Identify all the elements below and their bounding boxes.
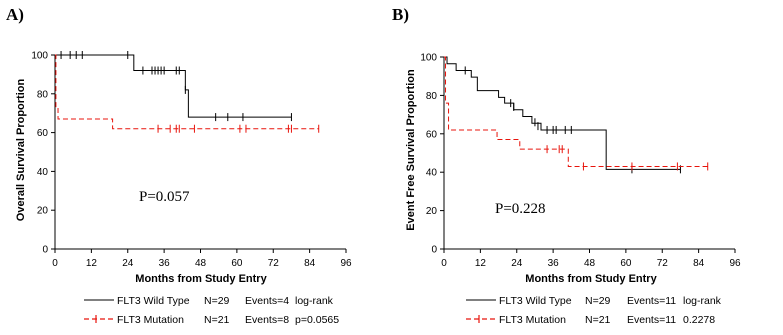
panel-a-x-tick-label: 96 [340,258,352,269]
panel-a-y-tick-label: 40 [37,167,49,178]
panel-a-legend-wild-type-events: Events=4 [245,295,289,307]
panel-b-legend-wild-type-events: Events=11 [627,295,676,307]
panel-b-legend-wild-type-n: N=29 [585,295,611,307]
panel-a-legend-mutation-n: N=21 [204,314,230,326]
panel-b-x-tick-label: 84 [693,258,705,269]
panel-b-y-tick-label: 40 [426,168,438,179]
panel-a-x-tick-label: 60 [231,258,243,269]
panel-b-series-flt3-mutation [444,56,708,167]
panel-b-legend-mutation-test: 0.2278 [683,314,715,326]
panel-b-x-tick-label: 24 [511,258,523,269]
panel-a-x-tick-label: 84 [304,258,316,269]
panel-a-x-tick-label: 0 [52,258,58,269]
panel-b: B) Event Free Survival Proportion Months… [392,5,741,326]
panel-a-series-flt3-wild-type [55,54,292,118]
panel-a-label: A) [6,5,24,24]
panel-b-y-tick-label: 60 [426,129,438,140]
panel-a-series-flt3-mutation [55,54,319,130]
panel-b-x-axis-title: Months from Study Entry [525,273,657,285]
panel-b-x-tick-label: 48 [584,258,596,269]
panel-b-legend-mutation-n: N=21 [585,314,611,326]
panel-b-y-tick-label: 20 [426,206,438,217]
panel-a-x-tick-label: 48 [195,258,207,269]
panel-a-legend-wild-type-name: FLT3 Wild Type [117,295,190,307]
panel-a-x-tick-label: 24 [122,258,134,269]
panel-a: A) Overall Survival Proportion Months fr… [6,5,352,326]
panel-a-y-tick-label: 60 [37,128,49,139]
panel-b-series-flt3-wild-type [444,56,681,170]
panel-a-legend: FLT3 Wild Type N=29 Events=4 log-rank FL… [84,295,339,326]
panel-a-y-tick-label: 80 [37,89,49,100]
panel-b-x-tick-label: 0 [441,258,447,269]
panel-a-legend-mutation-name: FLT3 Mutation [117,314,184,326]
panel-a-legend-mutation-test: p=0.0565 [295,314,339,326]
panel-b-y-tick-label: 100 [420,53,437,64]
panel-b-legend-mutation-name: FLT3 Mutation [499,314,566,326]
panel-b-y-axis-title: Event Free Survival Proportion [405,69,417,231]
panel-a-x-tick-label: 12 [86,258,98,269]
panel-a-legend-wild-type-test: log-rank [295,295,334,307]
panel-b-legend-wild-type-name: FLT3 Wild Type [499,295,572,307]
panel-a-y-axis-title: Overall Survival Proportion [15,79,27,222]
panel-b-y-tick-label: 80 [426,91,438,102]
panel-b-y-tick-label: 0 [431,245,437,256]
panel-a-y-tick-label: 20 [37,206,49,217]
panel-a-y-tick-label: 0 [42,245,48,256]
panel-a-x-tick-label: 36 [159,258,171,269]
panel-b-p-value-annotation: P=0.228 [495,201,546,217]
panel-b-label: B) [392,5,409,24]
panel-b-x-tick-label: 96 [729,258,741,269]
panel-a-legend-mutation-events: Events=8 [245,314,289,326]
panel-b-legend: FLT3 Wild Type N=29 Events=11 log-rank F… [466,295,722,326]
panel-b-x-tick-label: 36 [548,258,560,269]
panel-a-x-axis-title: Months from Study Entry [135,273,267,285]
panel-a-x-tick-label: 72 [268,258,280,269]
panel-b-x-tick-label: 12 [475,258,487,269]
panel-a-y-tick-label: 100 [31,51,48,62]
panel-a-legend-wild-type-n: N=29 [204,295,230,307]
panel-a-plot: 0 20 40 60 80 100 0 12 24 36 48 60 72 84 96 [31,51,352,270]
panel-a-p-value-annotation: P=0.057 [139,189,190,205]
panel-b-plot: 0 20 40 60 80 100 0 12 24 36 48 60 72 84 96 [420,53,741,270]
panel-b-x-tick-label: 72 [657,258,669,269]
panel-b-legend-mutation-events: Events=11 [627,314,676,326]
panel-b-x-tick-label: 60 [620,258,632,269]
panel-b-legend-wild-type-test: log-rank [683,295,722,307]
